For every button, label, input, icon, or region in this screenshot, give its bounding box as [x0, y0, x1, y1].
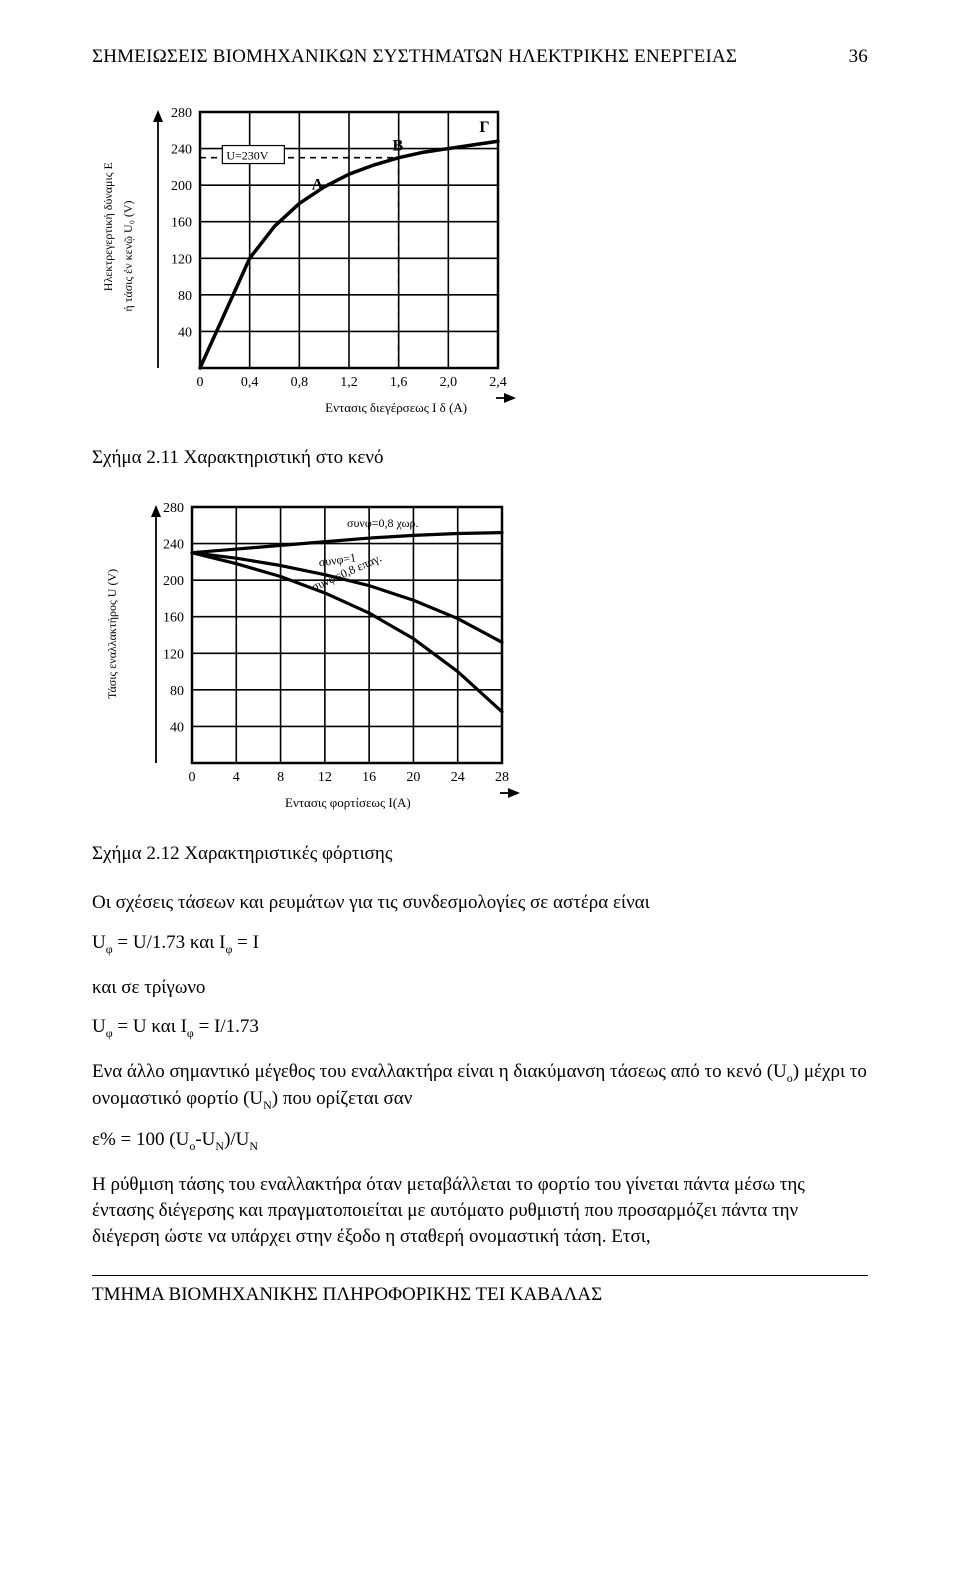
chart-1-caption: Σχήμα 2.11 Χαρακτηριστική στο κενό [92, 445, 868, 471]
chart-1: 40 80 120 160 200 240 280 0 0,4 0,8 1,2 1,6 2,0 2,4 Ηλ… [92, 100, 868, 428]
equation-1: Uφ = U/1.73 και Ιφ = Ι [92, 930, 868, 957]
header-left: ΣΗΜΕΙΩΣΕΙΣ ΒΙΟΜΗΧΑΝΙΚΩΝ ΣΥΣΤΗΜΑΤΩΝ ΗΛΕΚΤ… [92, 44, 737, 70]
svg-text:120: 120 [163, 647, 184, 662]
svg-text:240: 240 [163, 537, 184, 552]
svg-text:8: 8 [277, 770, 284, 785]
paragraph-2: και σε τρίγωνο [92, 975, 868, 1001]
chart-2-svg: 40 80 120 160 200 240 280 0 4 8 12 16 20 24 28 Τάσις εν… [92, 495, 522, 815]
svg-text:200: 200 [171, 179, 192, 194]
svg-text:2,4: 2,4 [489, 375, 507, 390]
svg-text:280: 280 [171, 106, 192, 121]
svg-text:συνφ=0,8 χωρ.: συνφ=0,8 χωρ. [347, 516, 418, 530]
svg-text:0,8: 0,8 [291, 375, 309, 390]
svg-text:40: 40 [178, 325, 192, 340]
svg-text:28: 28 [495, 770, 509, 785]
svg-text:2,0: 2,0 [440, 375, 458, 390]
svg-text:0: 0 [197, 375, 204, 390]
svg-text:Εντασις διεγέρσεως Ι δ (A): Εντασις διεγέρσεως Ι δ (A) [325, 400, 467, 415]
svg-text:120: 120 [171, 252, 192, 267]
svg-text:Γ: Γ [479, 119, 489, 136]
svg-text:0: 0 [189, 770, 196, 785]
svg-text:80: 80 [170, 684, 184, 699]
page-footer: ΤΜΗΜΑ ΒΙΟΜΗΧΑΝΙΚΗΣ ΠΛΗΡΟΦΟΡΙΚΗΣ ΤΕΙ ΚΑΒΑ… [92, 1282, 868, 1308]
svg-text:160: 160 [163, 611, 184, 626]
svg-text:200: 200 [163, 574, 184, 589]
svg-text:240: 240 [171, 142, 192, 157]
page-header: ΣΗΜΕΙΩΣΕΙΣ ΒΙΟΜΗΧΑΝΙΚΩΝ ΣΥΣΤΗΜΑΤΩΝ ΗΛΕΚΤ… [92, 44, 868, 70]
svg-text:80: 80 [178, 288, 192, 303]
footer-rule [92, 1275, 868, 1276]
svg-text:0,4: 0,4 [241, 375, 259, 390]
svg-text:24: 24 [451, 770, 465, 785]
svg-text:16: 16 [362, 770, 376, 785]
svg-text:B: B [392, 137, 403, 154]
paragraph-4: Η ρύθμιση τάσης του εναλλακτήρα όταν μετ… [92, 1172, 868, 1249]
svg-text:20: 20 [406, 770, 420, 785]
svg-text:160: 160 [171, 215, 192, 230]
svg-text:A: A [312, 176, 324, 193]
svg-text:ή τάσις ἐν κενῷ U₀ (V): ή τάσις ἐν κενῷ U₀ (V) [121, 200, 135, 311]
chart-1-svg: 40 80 120 160 200 240 280 0 0,4 0,8 1,2 1,6 2,0 2,4 Ηλ… [92, 100, 522, 420]
svg-text:12: 12 [318, 770, 332, 785]
svg-text:1,2: 1,2 [340, 375, 358, 390]
svg-text:1,6: 1,6 [390, 375, 408, 390]
svg-text:Ηλεκτρεγερτική δύναμις Ε: Ηλεκτρεγερτική δύναμις Ε [101, 162, 115, 291]
paragraph-1: Οι σχέσεις τάσεων και ρευμάτων για τις σ… [92, 890, 868, 916]
svg-text:280: 280 [163, 501, 184, 516]
header-page-number: 36 [849, 44, 868, 70]
svg-text:40: 40 [170, 720, 184, 735]
equation-3: ε% = 100 (Uo-UN)/UN [92, 1127, 868, 1154]
svg-text:Εντασις φορτίσεως I(A): Εντασις φορτίσεως I(A) [285, 795, 411, 810]
svg-text:U=230V: U=230V [226, 148, 268, 162]
equation-2: Uφ = U και Ιφ = Ι/1.73 [92, 1014, 868, 1041]
svg-text:4: 4 [233, 770, 240, 785]
chart-2: 40 80 120 160 200 240 280 0 4 8 12 16 20 24 28 Τάσις εν… [92, 495, 868, 823]
paragraph-3: Ενα άλλο σημαντικό μέγεθος του εναλλακτή… [92, 1059, 868, 1113]
chart-2-caption: Σχήμα 2.12 Χαρακτηριστικές φόρτισης [92, 841, 868, 867]
svg-text:Τάσις εναλλακτήρος U (V): Τάσις εναλλακτήρος U (V) [105, 569, 119, 699]
